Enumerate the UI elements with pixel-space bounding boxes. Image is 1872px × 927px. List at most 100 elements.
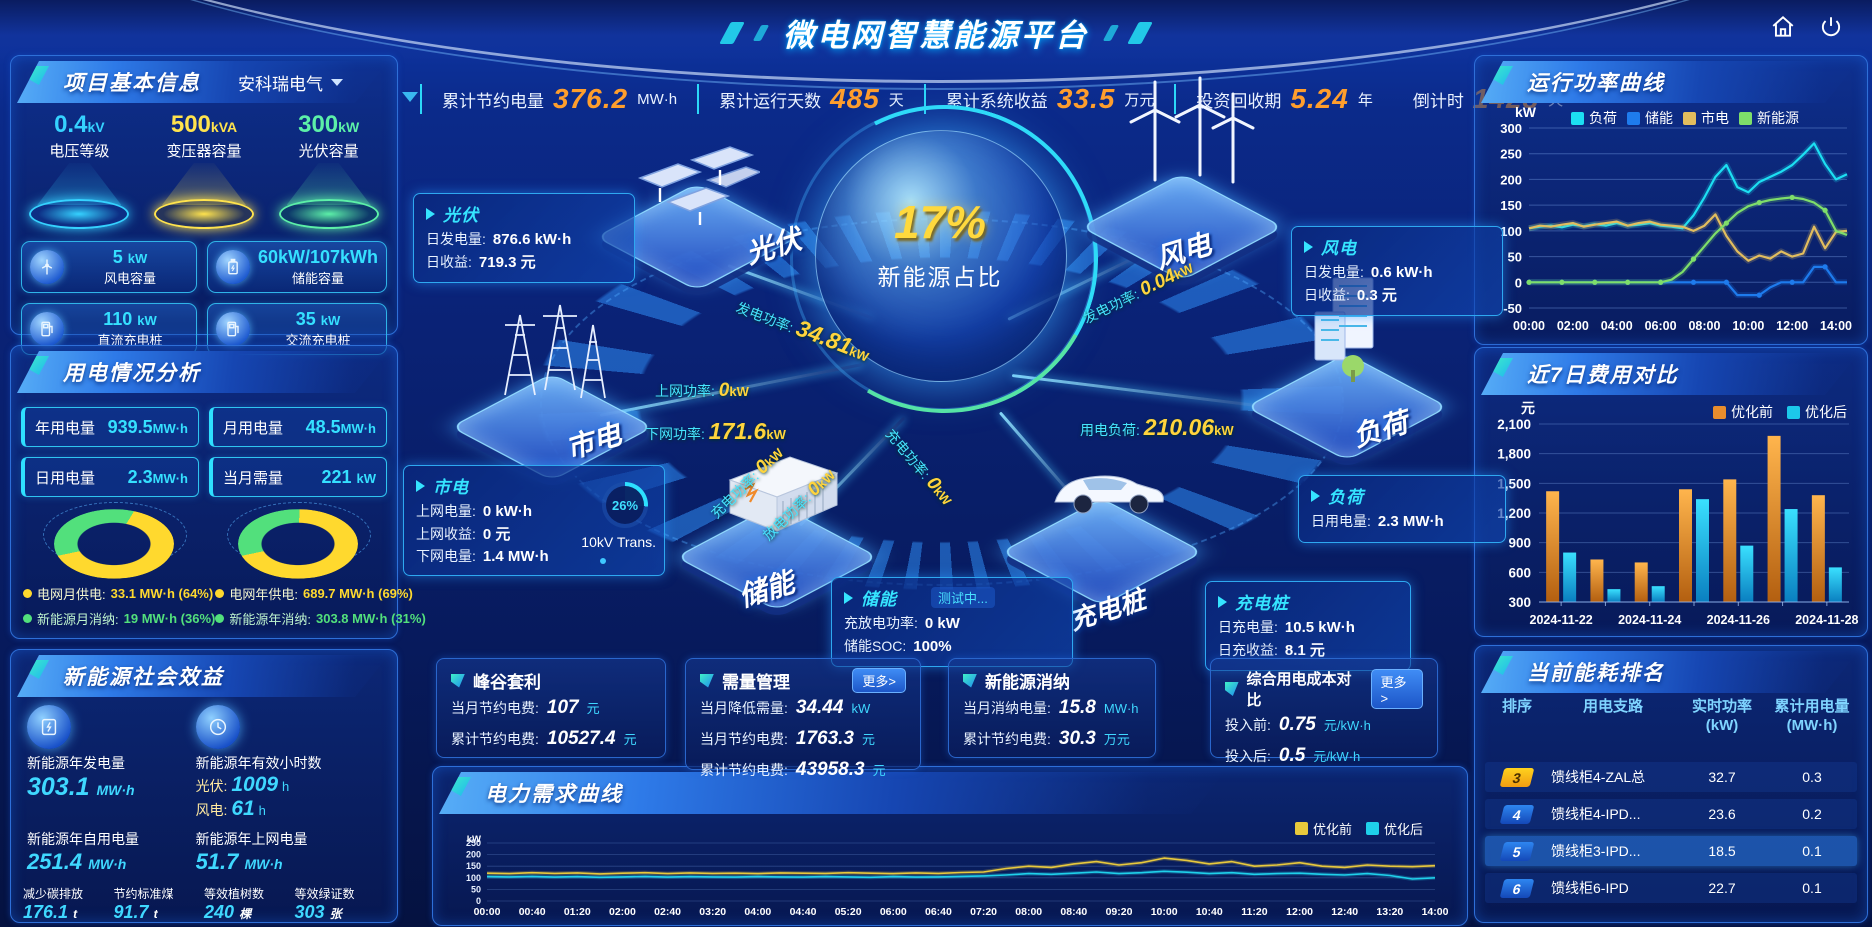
- legend-swatch: [1294, 822, 1308, 835]
- info-box-storage: 储能 测试中... 充放电功率: 0 kW 储能SOC: 100%: [831, 577, 1073, 667]
- capacity-grid: 5 kW 风电容量 60kW/107kWh 储能容量 110 kW 直流充电桩 35 …: [11, 229, 397, 355]
- panel-benefit-header: 新能源社会效益: [17, 655, 389, 697]
- legend-swatch: [1627, 111, 1640, 125]
- svg-text:06:40: 06:40: [925, 906, 952, 918]
- panel-energy-ranking: 当前能耗排名 排序 用电支路 实时功率 (kW) 累计用电量 (MW·h) 3 馈线柜4-Z…: [1474, 645, 1868, 923]
- svg-text:10:40: 10:40: [1196, 906, 1223, 918]
- svg-text:08:00: 08:00: [1015, 906, 1042, 918]
- svg-text:14:00: 14:00: [1422, 906, 1449, 918]
- arrow-icon: [426, 207, 435, 220]
- legend-label: 优化后: [1805, 404, 1847, 420]
- svg-text:08:00: 08:00: [1688, 319, 1720, 333]
- legend-item[interactable]: 市电: [1683, 108, 1729, 128]
- svg-text:2024-11-24: 2024-11-24: [1618, 613, 1681, 627]
- card-icon: [700, 673, 714, 688]
- panel-cost-compare: 近7日费用对比 元 优化前 优化后 2,100 1,800 1,500 1,200 900…: [1474, 347, 1868, 637]
- legend-item[interactable]: 优化前: [1713, 402, 1773, 422]
- svg-text:04:00: 04:00: [744, 906, 771, 918]
- project-cones: 0.4kV 电压等级 500kVA 变压器容量 300kW 光伏容量: [11, 103, 397, 229]
- clock-icon: [195, 705, 240, 749]
- table-row[interactable]: 6 馈线柜6-IPD 22.7 0.1: [1485, 873, 1857, 903]
- svg-text:300: 300: [1508, 595, 1531, 610]
- table-row[interactable]: 4 馈线柜4-IPD... 23.6 0.2: [1485, 799, 1857, 829]
- legend-label: 优化后: [1383, 822, 1423, 837]
- svg-text:0: 0: [476, 896, 481, 906]
- card-peak-valley: 峰谷套利 当月节约电费: 107 元累计节约电费: 10527.4 元: [436, 658, 666, 758]
- panel-ranking-header: 当前能耗排名: [1481, 651, 1859, 693]
- cone-voltage-level: 0.4kV 电压等级: [20, 111, 138, 229]
- panel-run-power-header: 运行功率曲线: [1481, 61, 1859, 103]
- title-deco-left-icon: [719, 21, 745, 44]
- power-icon[interactable]: [1818, 14, 1844, 40]
- benefit-to-grid: 新能源年上网电量 51.7 MW·h: [195, 831, 308, 874]
- kpi-system-revenue: 累计系统收益 33.5 万元: [923, 84, 1175, 114]
- info-box-load: 负荷 日用电量: 2.3 MW·h: [1298, 475, 1506, 543]
- legend-grid-month: 电网月供电: 33.1 MW·h (64%): [23, 584, 215, 603]
- company-dropdown[interactable]: 安科瑞电气: [238, 70, 343, 95]
- stat-row: 日用电量: 2.3 MW·h: [1311, 513, 1444, 530]
- table-row[interactable]: 3 馈线柜4-ZAL总 32.7 0.3: [1485, 762, 1857, 792]
- svg-text:05:20: 05:20: [835, 906, 862, 918]
- capacity-wind: 5 kW 风电容量: [21, 241, 197, 293]
- branch-name: 馈线柜6-IPD: [1551, 880, 1629, 896]
- panel-usage-header: 用电情况分析: [17, 351, 389, 393]
- legend-label: 优化前: [1731, 404, 1773, 420]
- realtime-power: 22.7: [1708, 880, 1736, 896]
- top-header: 微电网智慧能源平台: [0, 0, 1872, 90]
- svg-text:10:00: 10:00: [1151, 906, 1178, 918]
- svg-text:150: 150: [466, 861, 481, 871]
- svg-text:2024-11-28: 2024-11-28: [1795, 613, 1858, 627]
- more-button[interactable]: 更多>: [1370, 669, 1423, 709]
- stat-month-demand: 当月需量 221 kW: [209, 457, 387, 497]
- svg-text:06:00: 06:00: [1645, 319, 1677, 333]
- run-power-chart-svg: 300 250 200 150 100 50 0 -50 00:00 02:00 04:00 06:0…: [1500, 121, 1852, 333]
- svg-text:02:40: 02:40: [654, 906, 681, 918]
- hub-outer-ring: [790, 105, 1096, 411]
- stat-row: 日发电量: 0.6 kW·h: [1304, 264, 1433, 281]
- svg-text:11:20: 11:20: [1241, 906, 1267, 918]
- svg-text:02:00: 02:00: [609, 906, 636, 918]
- home-icon[interactable]: [1770, 14, 1796, 40]
- legend-item[interactable]: 优化前: [1294, 819, 1352, 838]
- legend-swatch: [1739, 111, 1752, 125]
- legend-item[interactable]: 储能: [1627, 108, 1673, 128]
- transformer-load-gauge: 26%: [602, 482, 648, 528]
- legend-swatch: [1787, 405, 1800, 419]
- stat-row: 累计节约电费: 43958.3 元: [700, 758, 886, 780]
- legend-item[interactable]: 负荷: [1571, 108, 1617, 128]
- panel-usage-analysis: 用电情况分析 年用电量 939.5MW·h 月用电量 48.5MW·h 日用电量 2.…: [10, 345, 426, 639]
- donut-year: [223, 494, 373, 586]
- legend-item[interactable]: 新能源: [1739, 108, 1799, 128]
- kpi-payback-period: 投资回收期 5.24 年: [1174, 84, 1393, 114]
- legend-item[interactable]: 优化后: [1365, 819, 1423, 838]
- chevron-down-icon[interactable]: [402, 92, 418, 102]
- column-header: 排序: [1501, 698, 1532, 715]
- stat-row: 充放电功率: 0 kW: [844, 615, 960, 632]
- info-box-wind: 风电 日发电量: 0.6 kW·h 日收益: 0.3 元: [1291, 226, 1503, 316]
- svg-text:07:20: 07:20: [970, 906, 997, 918]
- card-icon: [963, 673, 977, 688]
- info-box-grid: 市电 上网电量: 0 kW·h 上网收益: 0 元下网电量: 1.4 MW·h 26% …: [403, 465, 665, 576]
- page-title: 微电网智慧能源平台: [783, 18, 1089, 53]
- stat-row: 累计节约电费: 10527.4 元: [451, 727, 637, 749]
- stat-row: 日充电量: 10.5 kW·h: [1218, 619, 1355, 636]
- svg-text:100: 100: [1500, 224, 1522, 239]
- stat-row: 日发电量: 876.6 kW·h: [426, 231, 572, 248]
- legend-label: 市电: [1701, 110, 1729, 126]
- legend-item[interactable]: 优化后: [1787, 402, 1847, 422]
- info-box-pv: 光伏 日发电量: 876.6 kW·h 日收益: 719.3 元: [413, 193, 635, 283]
- more-button[interactable]: 更多>: [852, 668, 906, 693]
- svg-text:02:00: 02:00: [1557, 319, 1589, 333]
- svg-text:00:00: 00:00: [474, 906, 501, 918]
- panel-corner-icon: [25, 66, 49, 85]
- ranking-table-body: 3 馈线柜4-ZAL总 32.7 0.3 4 馈线柜4-IPD... 23.6 0.2 5 馈线柜…: [1485, 762, 1857, 910]
- branch-name: 馈线柜4-ZAL总: [1551, 769, 1646, 785]
- total-energy: 0.1: [1802, 880, 1822, 896]
- svg-text:250: 250: [1500, 147, 1522, 162]
- rank-badge: 6: [1499, 878, 1535, 898]
- legend-swatch: [1713, 405, 1726, 419]
- column-header: 累计用电量 (MW·h): [1774, 698, 1850, 734]
- run-power-legend: 负荷 储能 市电 新能源: [1571, 108, 1799, 128]
- table-row[interactable]: 5 馈线柜3-IPD... 18.5 0.1: [1485, 836, 1857, 866]
- stat-row: 日收益: 0.3 元: [1304, 286, 1397, 304]
